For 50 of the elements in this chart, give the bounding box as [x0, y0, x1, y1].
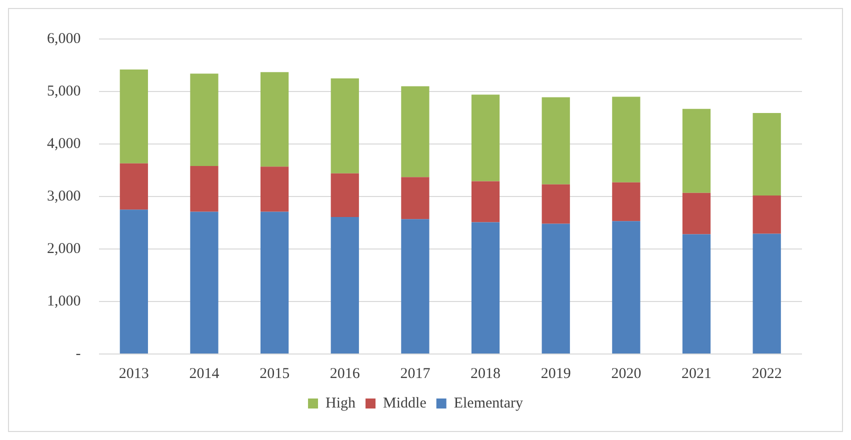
bar [401, 86, 430, 178]
bar [682, 192, 711, 234]
y-tick-label: 3,000 [47, 188, 81, 204]
bar [612, 96, 640, 182]
bar [612, 182, 640, 222]
y-tick-label: 2,000 [47, 240, 81, 257]
x-tick-label: 2018 [470, 366, 501, 382]
y-tick-label: 1,000 [47, 293, 81, 310]
bar [190, 166, 218, 212]
bar [682, 108, 711, 193]
y-tick-label: 6,000 [47, 30, 81, 47]
legend-label: Middle [383, 395, 427, 412]
x-tick-label: 2013 [118, 366, 149, 382]
bar [260, 212, 289, 354]
x-tick-label: 2022 [752, 366, 782, 382]
bar [260, 166, 289, 212]
bar [471, 222, 500, 354]
bar [401, 177, 430, 220]
bar [542, 224, 570, 354]
bar [542, 184, 570, 224]
bar [401, 219, 430, 354]
y-tick-label: - [76, 346, 81, 362]
bar [471, 94, 500, 182]
bar [190, 212, 218, 354]
bar [752, 234, 781, 354]
y-tick-label: 5,000 [47, 83, 81, 100]
bar [752, 113, 781, 196]
legend-label: High [326, 395, 356, 412]
x-tick-label: 2019 [540, 366, 571, 382]
x-tick-label: 2021 [682, 366, 712, 382]
bar [752, 195, 781, 234]
bar [330, 173, 359, 217]
bar [471, 181, 500, 222]
bar [682, 234, 711, 354]
bar [120, 69, 148, 164]
bar [120, 210, 148, 354]
bar [330, 216, 359, 354]
x-tick-label: 2017 [400, 366, 431, 382]
x-tick-label: 2014 [189, 366, 220, 382]
bar [330, 78, 359, 174]
bar [612, 221, 640, 354]
x-tick-label: 2016 [330, 366, 360, 382]
bar [120, 163, 148, 210]
x-tick-label: 2020 [611, 366, 642, 382]
y-tick-label: 4,000 [47, 136, 81, 152]
bar [542, 97, 570, 184]
legend-label: Elementary [454, 395, 524, 412]
bar [190, 74, 218, 166]
x-tick-label: 2015 [260, 366, 290, 382]
bar [260, 72, 289, 167]
